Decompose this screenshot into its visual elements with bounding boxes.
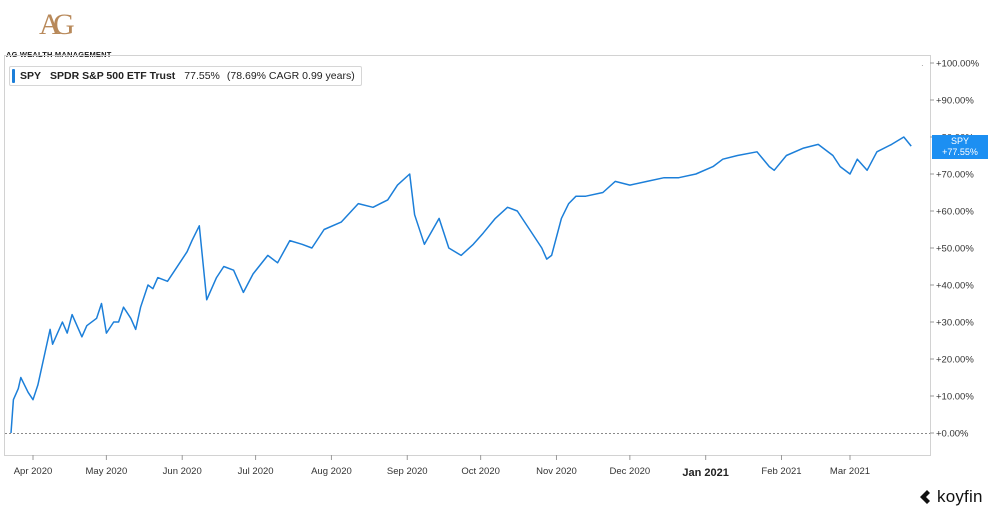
x-tick-label: Feb 2021 [761, 466, 801, 477]
y-tick-label: +40.00% [936, 281, 974, 292]
svg-text:G: G [53, 8, 75, 40]
x-tick-label: Jun 2020 [163, 466, 202, 477]
koyfin-mark-icon [920, 490, 930, 504]
y-tick-label: +0.00% [936, 429, 969, 440]
x-tick-label: Apr 2020 [14, 466, 53, 477]
tag-symbol: SPY [950, 136, 969, 146]
last-value-tag: SPY +77.55% [932, 135, 988, 159]
y-axis: +100.00%+90.00%+80.00%+70.00%+60.00%+50.… [930, 59, 980, 440]
y-tick-label: +20.00% [936, 355, 974, 366]
svg-text:A: A [39, 8, 61, 40]
ag-logo-icon: A G [39, 8, 75, 40]
brand: A G AG WEALTH MANAGEMENT [6, 6, 126, 59]
y-tick-label: +100.00% [936, 59, 980, 70]
legend-return: 77.55% [184, 70, 220, 82]
y-tick-label: +50.00% [936, 244, 974, 255]
x-tick-label: Mar 2021 [830, 466, 870, 477]
x-tick-label: Sep 2020 [387, 466, 428, 477]
legend-cagr: (78.69% CAGR 0.99 years) [226, 70, 355, 82]
plot-frame [4, 55, 931, 456]
y-tick-label: +70.00% [936, 170, 974, 181]
x-tick-label: Jan 2021 [682, 467, 728, 479]
legend-symbol: SPY [20, 70, 42, 82]
y-tick-label: +30.00% [936, 318, 974, 329]
x-tick-label: Nov 2020 [536, 466, 577, 477]
corner-dot: · [921, 61, 924, 70]
x-tick-label: Oct 2020 [461, 466, 500, 477]
koyfin-logo: koyfin [918, 487, 983, 507]
y-tick-label: +90.00% [936, 96, 974, 107]
x-tick-label: May 2020 [86, 466, 128, 477]
chart-legend[interactable]: SPY SPDR S&P 500 ETF Trust 77.55% (78.69… [9, 66, 362, 86]
x-axis: Apr 2020 May 2020 Jun 2020 Jul 2020 Aug 2020… [14, 455, 870, 479]
series-line-spy [10, 136, 912, 434]
x-tick-label: Jul 2020 [238, 466, 274, 477]
y-tick-label: +10.00% [936, 392, 974, 403]
tag-value: +77.55% [942, 147, 978, 157]
x-tick-label: Dec 2020 [610, 466, 651, 477]
brand-name: AG WEALTH MANAGEMENT [6, 50, 112, 59]
koyfin-text: koyfin [937, 487, 983, 506]
x-tick-label: Aug 2020 [311, 466, 352, 477]
legend-name: SPDR S&P 500 ETF Trust [50, 70, 176, 82]
y-tick-label: +60.00% [936, 207, 974, 218]
